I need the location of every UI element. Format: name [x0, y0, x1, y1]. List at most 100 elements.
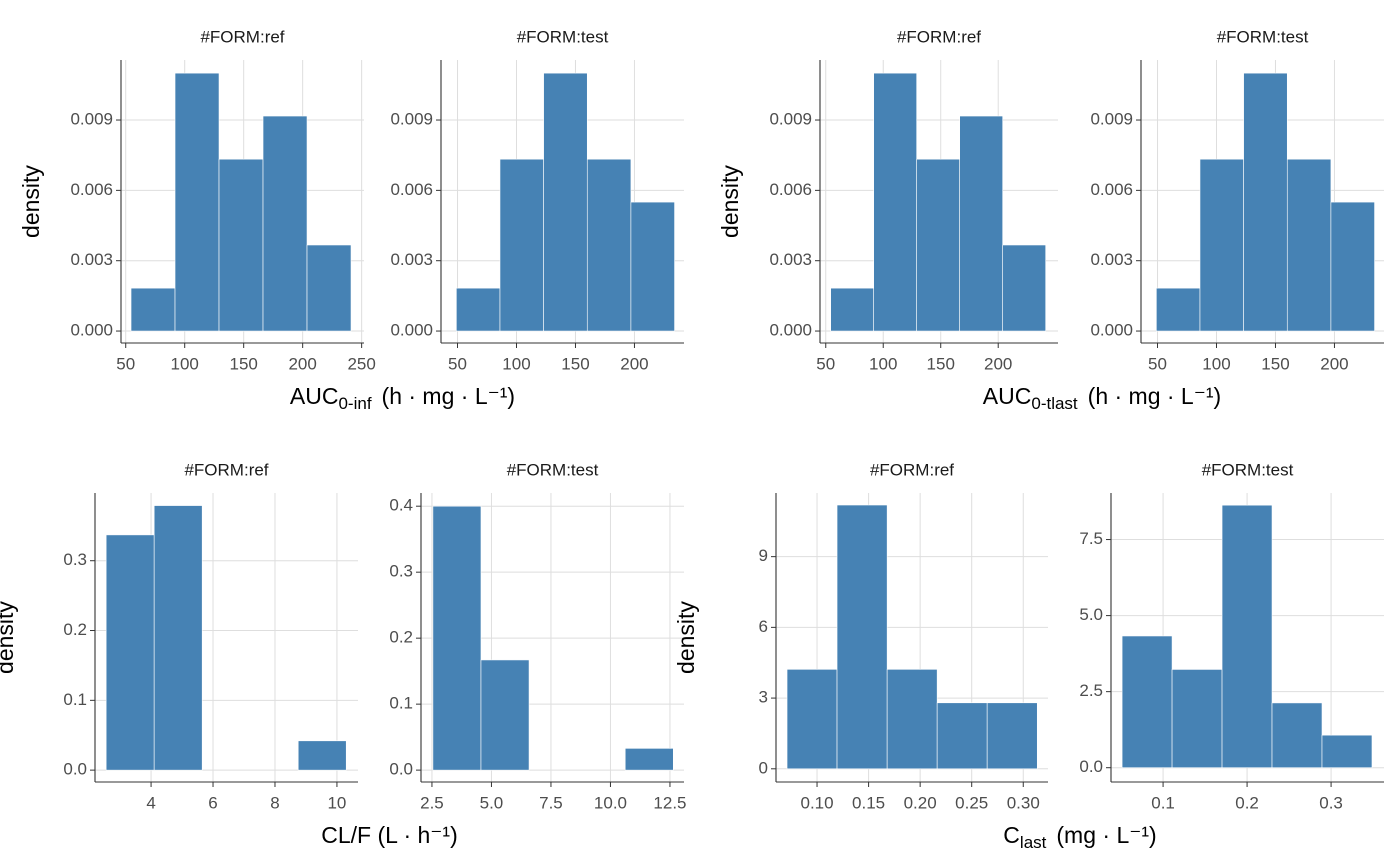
y-tick-label: 0.1	[389, 694, 413, 713]
bar	[786, 669, 838, 770]
x-tick-label: 200	[984, 354, 1012, 373]
y-tick-label: 0.000	[1090, 321, 1133, 340]
bar	[218, 158, 264, 332]
x-tick-label: 200	[1320, 354, 1348, 373]
bar	[1002, 244, 1046, 332]
bar	[1171, 669, 1223, 769]
bar	[986, 702, 1038, 770]
bar	[543, 72, 588, 332]
bar	[1199, 158, 1244, 332]
bar	[959, 115, 1003, 332]
y-tick-label: 0.4	[389, 496, 413, 515]
y-tick-label: 0	[759, 758, 768, 777]
bar	[1321, 734, 1373, 769]
x-tick-label: 10.0	[594, 793, 627, 812]
x-tick-label: 50	[116, 354, 135, 373]
y-tick-label: 0.3	[63, 550, 87, 569]
y-tick-label: 2.5	[1079, 681, 1103, 700]
x-axis-label-text: C	[1003, 822, 1020, 848]
panel-title: #FORM:test	[517, 27, 609, 46]
y-tick-label: 5.0	[1079, 605, 1103, 624]
y-tick-label: 0.006	[769, 180, 812, 199]
y-axis-label: density	[717, 165, 743, 238]
x-axis-label-subscript: 0-inf	[338, 394, 371, 413]
bar	[1121, 635, 1173, 769]
x-tick-label: 250	[347, 354, 375, 373]
x-axis-label-unit: (h · mg · L⁻¹)	[1088, 383, 1222, 409]
x-tick-label: 0.10	[800, 793, 833, 812]
panel-title: #FORM:ref	[200, 27, 284, 46]
x-tick-label: 100	[869, 354, 897, 373]
bar	[936, 702, 988, 770]
x-tick-label: 100	[171, 354, 199, 373]
y-tick-label: 0.0	[63, 760, 87, 779]
panel-title: #FORM:ref	[897, 27, 981, 46]
x-tick-label: 8	[270, 793, 279, 812]
x-tick-label: 100	[1202, 354, 1230, 373]
panel-title: #FORM:test	[1217, 27, 1309, 46]
x-tick-label: 200	[288, 354, 316, 373]
y-tick-label: 7.5	[1079, 529, 1103, 548]
x-tick-label: 5.0	[480, 793, 504, 812]
bar	[456, 287, 501, 332]
x-tick-label: 4	[146, 793, 155, 812]
bar	[499, 158, 544, 332]
y-tick-label: 0.0	[389, 760, 413, 779]
bar	[1221, 504, 1273, 769]
bar	[586, 158, 632, 332]
x-tick-label: 150	[1261, 354, 1289, 373]
x-tick-label: 200	[620, 354, 648, 373]
panel-title: #FORM:ref	[184, 460, 268, 479]
y-tick-label: 0.2	[389, 628, 413, 647]
x-axis-label-subscript: last	[1020, 833, 1047, 852]
bar	[1243, 72, 1288, 332]
y-tick-label: 0.009	[769, 110, 812, 129]
x-tick-label: 50	[448, 354, 467, 373]
bar	[130, 287, 176, 332]
y-tick-label: 0.1	[63, 690, 87, 709]
bar	[480, 659, 530, 771]
x-tick-label: 10	[327, 793, 346, 812]
panel-title: #FORM:test	[507, 460, 599, 479]
bar	[153, 505, 203, 771]
x-tick-label: 150	[561, 354, 589, 373]
bar	[1156, 287, 1201, 332]
x-axis-label-unit: (mg · L⁻¹)	[1056, 822, 1156, 848]
y-tick-label: 6	[759, 617, 768, 636]
bar	[1286, 158, 1332, 332]
x-axis-label-text: AUC	[290, 383, 339, 409]
x-axis-label: CL/F (L · h⁻¹)	[321, 822, 458, 848]
y-tick-label: 0.003	[769, 250, 812, 269]
y-tick-label: 0.009	[70, 110, 113, 129]
x-axis-label: Clast (mg · L⁻¹)	[1003, 822, 1156, 852]
y-tick-label: 0.009	[390, 110, 433, 129]
y-tick-label: 0.006	[70, 180, 113, 199]
x-axis-label-unit: (h · mg · L⁻¹)	[382, 383, 516, 409]
x-axis-label-text: AUC	[983, 383, 1032, 409]
x-tick-label: 0.3	[1319, 793, 1343, 812]
bar	[624, 748, 674, 771]
y-tick-label: 0.006	[1090, 180, 1133, 199]
y-tick-label: 0.006	[390, 180, 433, 199]
x-tick-label: 0.2	[1235, 793, 1259, 812]
bar	[297, 740, 347, 771]
bar	[262, 115, 308, 332]
x-axis-label-text: CL/F (L · h⁻¹)	[321, 822, 458, 848]
y-tick-label: 0.009	[1090, 110, 1133, 129]
bar	[916, 158, 960, 332]
bar	[873, 72, 917, 332]
y-tick-label: 0.003	[70, 250, 113, 269]
y-tick-label: 0.2	[63, 620, 87, 639]
y-tick-label: 0.0	[1079, 757, 1103, 776]
x-tick-label: 0.1	[1151, 793, 1175, 812]
y-tick-label: 9	[759, 546, 768, 565]
x-axis-label: AUC0-inf (h · mg · L⁻¹)	[290, 383, 515, 413]
bar	[105, 534, 155, 771]
x-tick-label: 150	[229, 354, 257, 373]
bar	[886, 669, 938, 770]
bar	[830, 287, 874, 332]
bar	[174, 72, 220, 332]
bar	[1330, 201, 1375, 332]
